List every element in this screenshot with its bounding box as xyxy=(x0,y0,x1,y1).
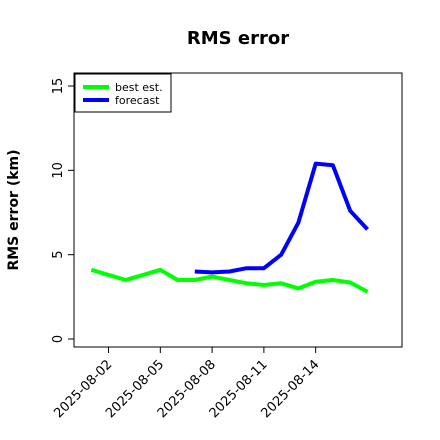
y-axis-label: RMS error (km) xyxy=(6,149,22,270)
y-tick-label: 0 xyxy=(51,335,66,343)
legend-label: best est. xyxy=(115,81,163,94)
y-tick-label: 10 xyxy=(51,162,66,179)
series-line-forecast xyxy=(194,161,369,275)
y-tick-label: 15 xyxy=(51,78,66,95)
y-axis: 0 5 10 15 xyxy=(51,78,74,343)
series-line-best-est xyxy=(90,267,369,294)
y-tick-label: 5 xyxy=(51,251,66,259)
chart-title: RMS error xyxy=(187,28,289,49)
series-layer xyxy=(90,161,369,294)
x-axis: 2025-08-022025-08-052025-08-082025-08-11… xyxy=(51,347,323,421)
legend: best est.forecast xyxy=(74,73,172,113)
legend-label: forecast xyxy=(115,94,160,107)
plot-frame xyxy=(73,72,403,348)
legend-box xyxy=(74,73,172,113)
